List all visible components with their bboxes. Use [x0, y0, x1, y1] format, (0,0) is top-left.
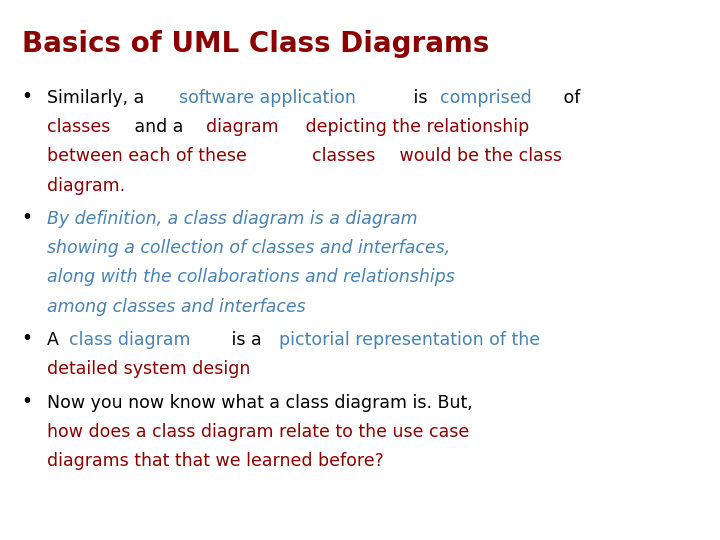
Text: class diagram: class diagram: [69, 331, 191, 349]
Text: pictorial representation of the: pictorial representation of the: [279, 331, 540, 349]
Text: Now you now know what a class diagram is. But,: Now you now know what a class diagram is…: [47, 394, 472, 411]
Text: comprised: comprised: [440, 89, 531, 107]
Text: classes: classes: [312, 147, 375, 165]
Text: classes: classes: [47, 118, 110, 136]
Text: would be the class: would be the class: [394, 147, 562, 165]
Text: diagram.: diagram.: [47, 177, 125, 194]
Text: how does a class diagram relate to the use case: how does a class diagram relate to the u…: [47, 423, 469, 441]
Text: diagrams that that we learned before?: diagrams that that we learned before?: [47, 452, 384, 470]
Text: •: •: [22, 329, 32, 348]
Text: is: is: [408, 89, 433, 107]
Text: is a: is a: [226, 331, 267, 349]
Text: •: •: [22, 392, 32, 411]
Text: By definition, a class diagram is a diagram: By definition, a class diagram is a diag…: [47, 210, 418, 228]
Text: detailed system design: detailed system design: [47, 360, 250, 378]
Text: of: of: [558, 89, 580, 107]
Text: •: •: [22, 208, 32, 227]
Text: depicting the relationship: depicting the relationship: [300, 118, 528, 136]
Text: among classes and interfaces: among classes and interfaces: [47, 298, 305, 315]
Text: A: A: [47, 331, 64, 349]
Text: along with the collaborations and relationships: along with the collaborations and relati…: [47, 268, 454, 286]
Text: software application: software application: [179, 89, 356, 107]
Text: showing a collection of classes and interfaces,: showing a collection of classes and inte…: [47, 239, 450, 257]
Text: •: •: [22, 87, 32, 106]
Text: between each of these: between each of these: [47, 147, 252, 165]
Text: Basics of UML Class Diagrams: Basics of UML Class Diagrams: [22, 30, 489, 58]
Text: Similarly, a: Similarly, a: [47, 89, 150, 107]
Text: and a: and a: [129, 118, 189, 136]
Text: diagram: diagram: [206, 118, 279, 136]
